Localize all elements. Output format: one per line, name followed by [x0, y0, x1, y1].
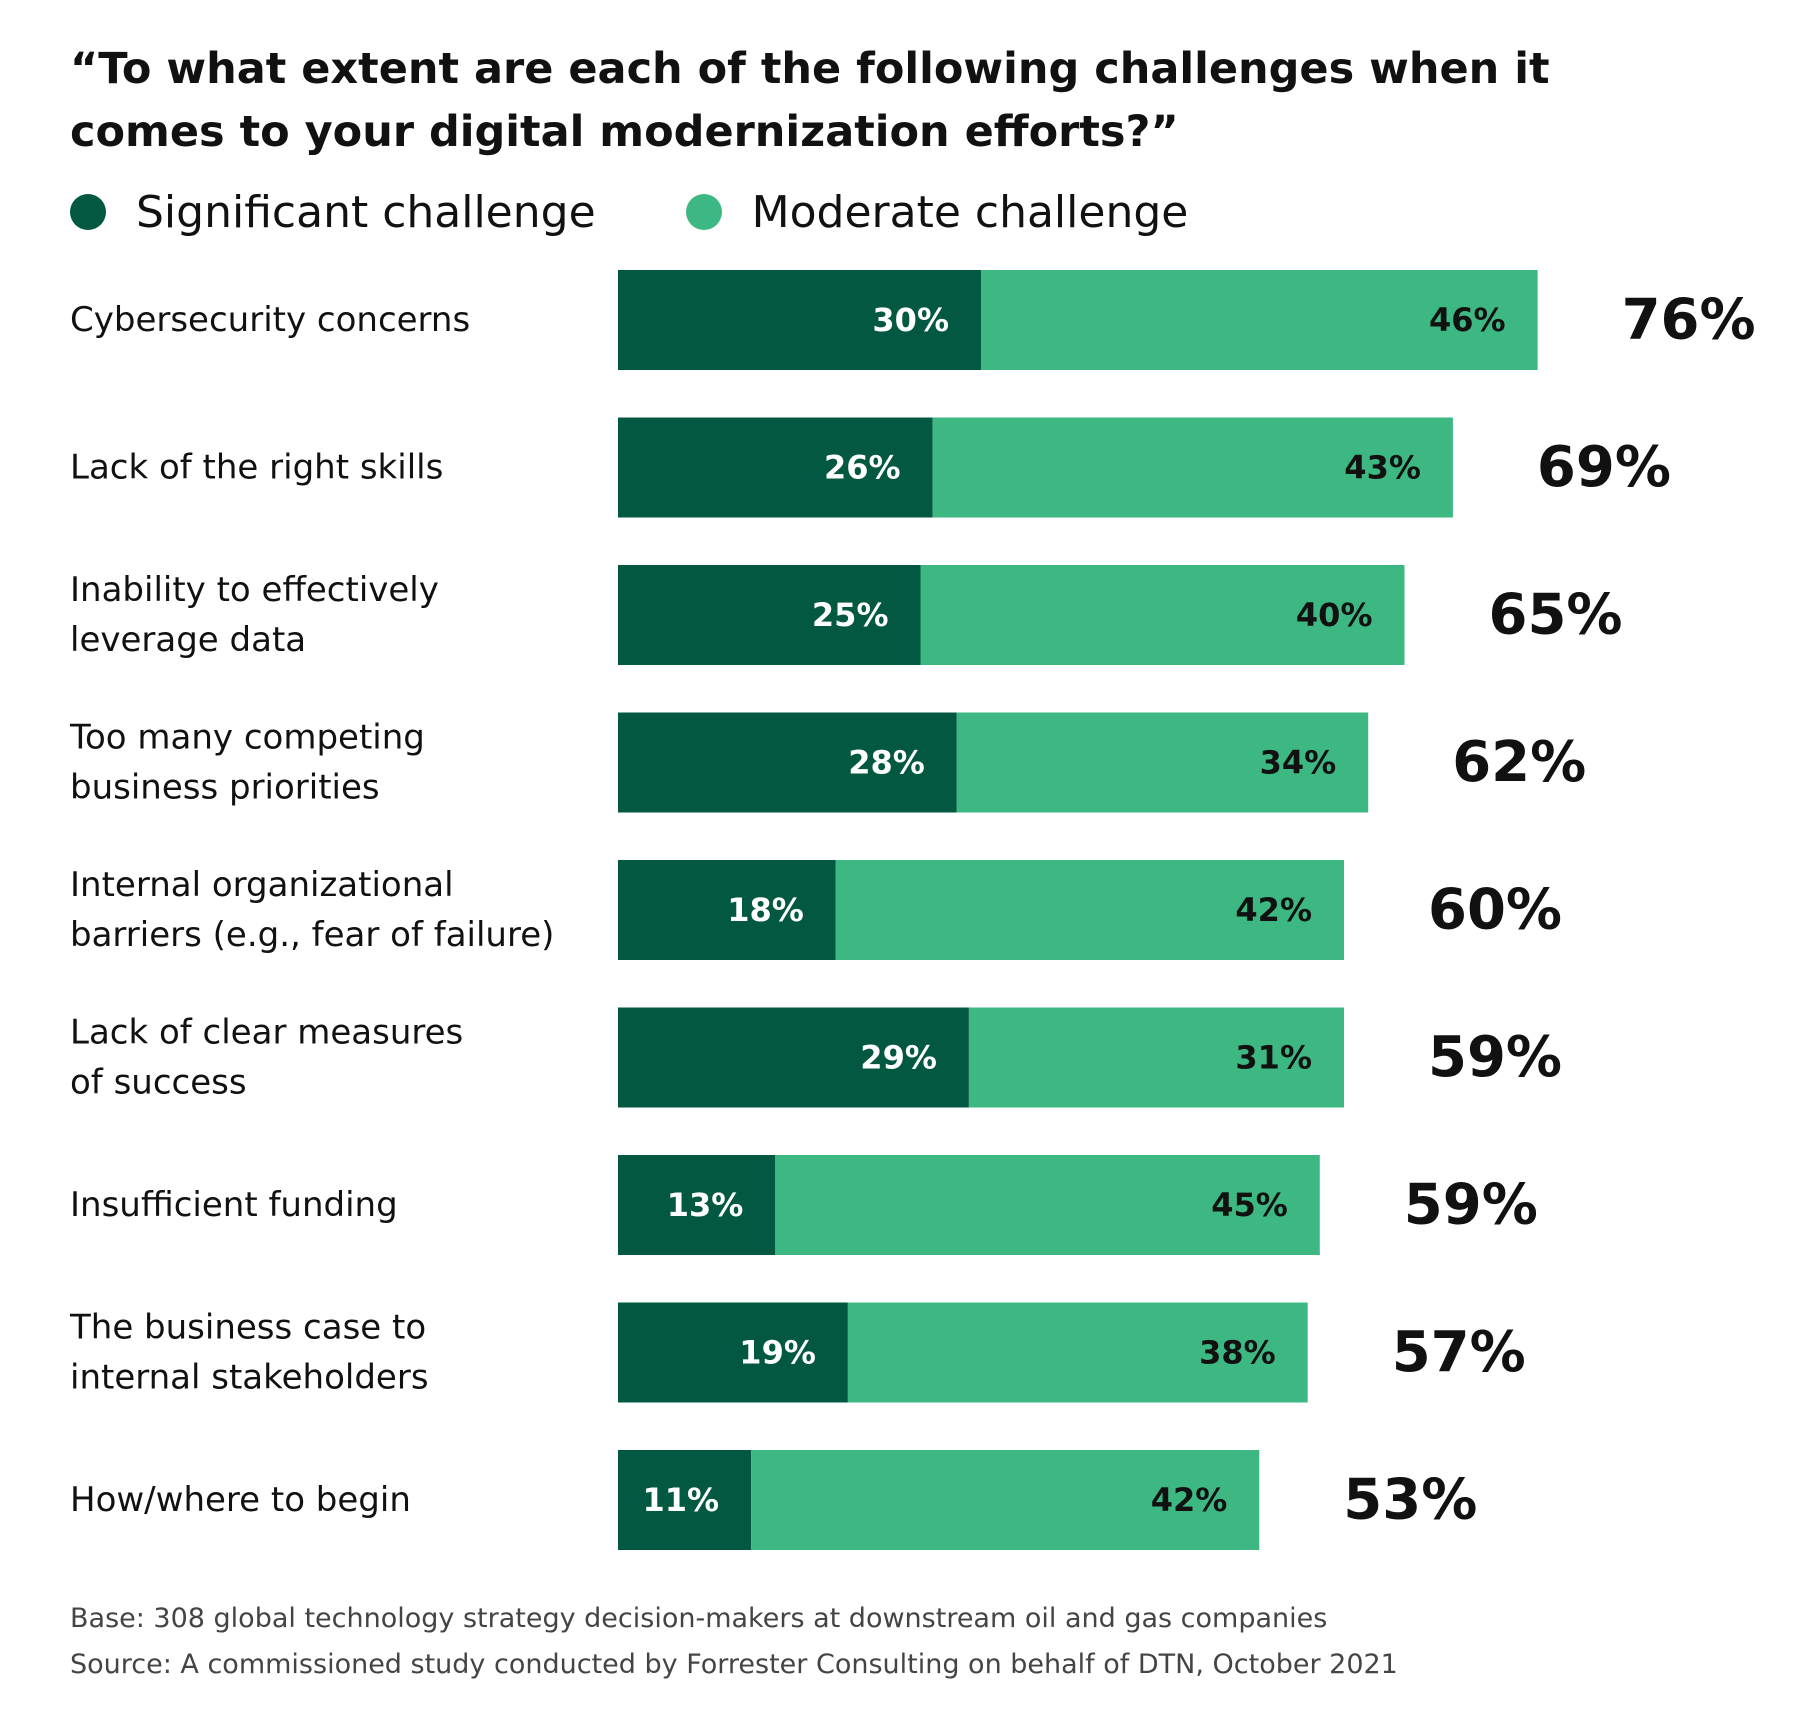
total-label: 59%: [1404, 1173, 1538, 1238]
bar-significant: [618, 417, 933, 518]
value-label-significant: 19%: [739, 1334, 816, 1372]
value-label-significant: 30%: [872, 301, 949, 339]
value-label-moderate: 45%: [1211, 1186, 1288, 1224]
bar-significant: [618, 565, 921, 665]
value-label-significant: 11%: [643, 1481, 720, 1519]
category-label: Inability to effectively: [70, 570, 439, 610]
footnotes: Base: 308 global technology strategy dec…: [70, 1596, 1398, 1688]
total-label: 59%: [1428, 1025, 1562, 1090]
category-label: leverage data: [70, 620, 306, 660]
category-label: The business case to: [69, 1308, 426, 1348]
bar-moderate: [847, 1302, 1308, 1403]
total-label: 53%: [1343, 1468, 1477, 1533]
bar-significant: [618, 712, 957, 813]
bar-moderate: [981, 270, 1538, 370]
value-label-moderate: 42%: [1235, 891, 1312, 929]
legend-item-moderate: Moderate challenge: [685, 186, 1189, 238]
bar-moderate: [968, 1007, 1344, 1108]
bar-significant: [618, 860, 836, 960]
legend: Significant challenge Moderate challenge: [70, 182, 1278, 242]
value-label-moderate: 40%: [1296, 596, 1373, 634]
bar-moderate: [835, 860, 1344, 960]
bar-significant: [618, 1450, 752, 1550]
value-label-significant: 13%: [667, 1186, 744, 1224]
value-label-significant: 29%: [860, 1039, 937, 1077]
category-label: How/where to begin: [70, 1480, 411, 1520]
total-label: 69%: [1537, 435, 1671, 500]
bar-moderate: [956, 712, 1369, 813]
category-label: barriers (e.g., fear of failure): [70, 915, 554, 955]
bar-significant: [618, 1007, 969, 1108]
total-label: 62%: [1452, 730, 1586, 795]
value-label-moderate: 42%: [1151, 1481, 1228, 1519]
bar-moderate: [932, 417, 1453, 518]
legend-label-significant: Significant challenge: [136, 186, 596, 238]
total-label: 60%: [1428, 878, 1562, 943]
value-label-moderate: 38%: [1199, 1334, 1276, 1372]
value-label-significant: 26%: [824, 449, 901, 487]
total-label: 57%: [1392, 1320, 1526, 1385]
value-label-moderate: 31%: [1235, 1039, 1312, 1077]
value-label-significant: 28%: [848, 744, 925, 782]
category-label: Internal organizational: [70, 865, 454, 905]
category-label: Lack of the right skills: [70, 448, 443, 488]
bar-significant: [618, 270, 981, 370]
legend-label-moderate: Moderate challenge: [751, 186, 1189, 238]
category-label: Lack of clear measures: [70, 1013, 463, 1053]
value-label-significant: 25%: [812, 596, 889, 634]
bar-moderate: [751, 1450, 1260, 1550]
category-label: Cybersecurity concerns: [70, 300, 470, 340]
category-label: internal stakeholders: [70, 1358, 429, 1398]
category-label: Too many competing: [69, 718, 425, 758]
total-label: 65%: [1489, 583, 1623, 648]
bar-moderate: [920, 565, 1405, 665]
legend-swatch-moderate: [685, 194, 722, 230]
source-note: Source: A commissioned study conducted b…: [70, 1649, 1398, 1680]
category-label: Insufficient funding: [70, 1185, 398, 1225]
legend-swatch-significant: [70, 194, 106, 230]
category-label: business priorities: [70, 768, 380, 808]
category-label: of success: [70, 1063, 247, 1103]
value-label-moderate: 43%: [1344, 449, 1421, 487]
value-label-moderate: 34%: [1260, 744, 1337, 782]
legend-item-significant: Significant challenge: [70, 187, 596, 238]
base-note: Base: 308 global technology strategy dec…: [70, 1603, 1328, 1634]
bar-significant: [618, 1302, 848, 1403]
total-label: 76%: [1622, 288, 1756, 353]
bar-significant: [618, 1155, 776, 1255]
value-label-moderate: 46%: [1429, 301, 1506, 339]
value-label-significant: 18%: [727, 891, 804, 929]
chart-title: “To what extent are each of the followin…: [70, 44, 1550, 157]
bar-moderate: [775, 1155, 1320, 1255]
